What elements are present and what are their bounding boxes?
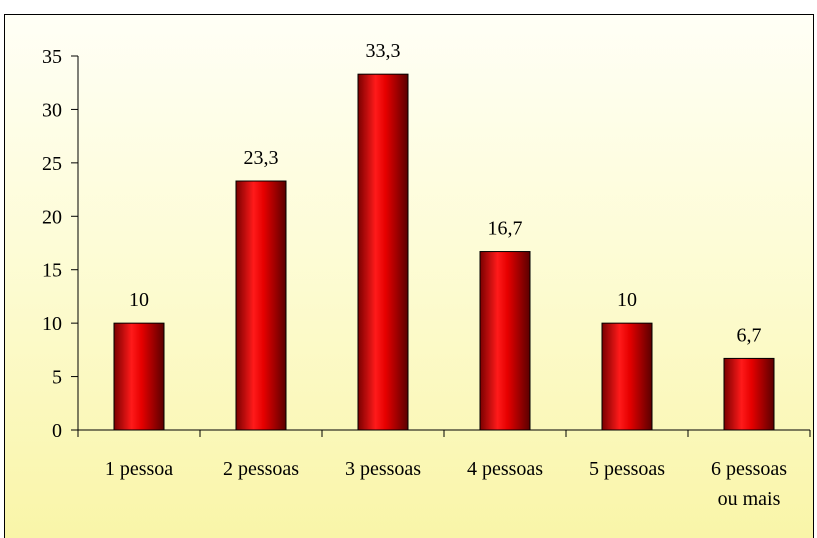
y-tick-label: 5 [52, 367, 62, 389]
y-tick-label: 15 [42, 260, 62, 282]
data-label: 23,3 [244, 147, 279, 169]
chart-area [4, 14, 814, 538]
data-label: 33,3 [366, 40, 401, 62]
data-label: 6,7 [737, 324, 762, 346]
data-label: 10 [129, 289, 149, 311]
category-label: 2 pessoas [223, 458, 299, 480]
category-label: 6 pessoas [711, 458, 787, 480]
data-label: 16,7 [488, 218, 523, 240]
bar [601, 322, 653, 431]
bar [113, 322, 165, 431]
bar [235, 180, 287, 431]
category-label: 1 pessoa [105, 458, 173, 480]
y-tick-label: 10 [42, 313, 62, 335]
bar [357, 73, 409, 431]
y-tick-label: 20 [42, 206, 62, 228]
category-label: 5 pessoas [589, 458, 665, 480]
y-tick-label: 0 [52, 420, 62, 442]
y-tick-label: 35 [42, 46, 62, 68]
y-tick-label: 25 [42, 153, 62, 175]
bar [479, 251, 531, 431]
category-label: ou mais [718, 488, 781, 510]
y-tick-label: 30 [42, 99, 62, 121]
category-label: 3 pessoas [345, 458, 421, 480]
category-label: 4 pessoas [467, 458, 543, 480]
data-label: 10 [617, 289, 637, 311]
bar [723, 357, 775, 431]
